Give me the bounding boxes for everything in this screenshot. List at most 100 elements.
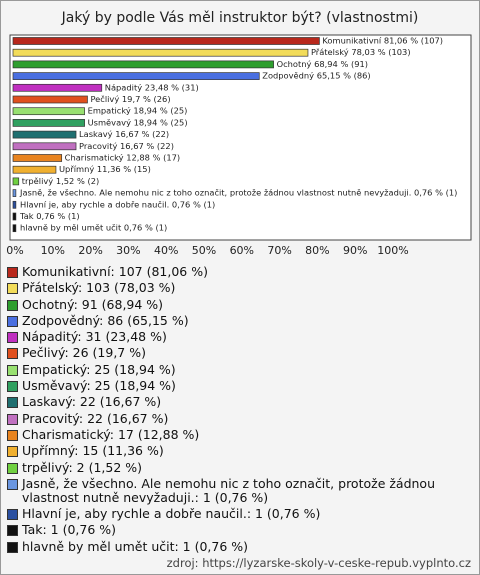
data-label: Ochotný 68,94 % (91) xyxy=(277,59,368,69)
plot-area xyxy=(9,34,472,241)
data-label: Pečlivý 19,7 % (26) xyxy=(90,94,170,104)
bar xyxy=(12,177,20,186)
data-label: Upřímný 11,36 % (15) xyxy=(59,164,151,174)
legend-swatch xyxy=(7,381,18,393)
data-label: Nápaditý 23,48 % (31) xyxy=(105,82,199,92)
bar xyxy=(12,165,57,174)
legend-swatch xyxy=(7,429,18,441)
legend-label: Nápaditý: 31 (23,48 %) xyxy=(22,329,167,345)
legend-item: Laskavý: 22 (16,67 %) xyxy=(7,395,472,409)
chart-title: Jaký by podle Vás měl instruktor být? (v… xyxy=(61,10,419,26)
bar xyxy=(12,72,260,80)
bar xyxy=(12,130,77,139)
bar xyxy=(12,95,88,104)
legend-swatch xyxy=(7,315,18,327)
legend-item: Pracovitý: 22 (16,67 %) xyxy=(7,410,472,426)
data-label: Jasně, že všechno. Ale nemohu nic z toho… xyxy=(19,188,457,198)
legend-swatch xyxy=(7,332,18,344)
x-tick-label: 50% xyxy=(192,244,216,257)
legend-label: Laskavý: 22 (16,67 %) xyxy=(22,394,162,410)
legend-swatch xyxy=(7,413,18,425)
data-label: Komunikativní 81,06 % (107) xyxy=(322,36,443,46)
legend-item: Zodpovědný: 86 (65,15 %) xyxy=(7,312,472,328)
bar xyxy=(12,142,77,151)
data-label: Laskavý 16,67 % (22) xyxy=(79,129,169,139)
bar xyxy=(12,154,63,162)
legend-label: Usměvavý: 25 (18,94 %) xyxy=(22,378,176,394)
bar xyxy=(12,48,309,57)
data-label: Zodpovědný 65,15 % (86) xyxy=(262,71,370,81)
legend-item: Ochotný: 91 (68,94 %) xyxy=(7,296,472,312)
legend-item: Charismatický: 17 (12,88 %) xyxy=(7,426,472,442)
legend-label: Ochotný: 91 (68,94 %) xyxy=(22,296,164,312)
bar xyxy=(12,83,103,92)
legend-item: Empatický: 25 (18,94 %) xyxy=(7,361,472,377)
bar xyxy=(12,119,85,127)
legend-swatch xyxy=(7,541,18,553)
x-tick-label: 70% xyxy=(267,244,291,257)
bar xyxy=(12,60,274,69)
bar xyxy=(12,224,17,233)
legend-swatch xyxy=(7,397,18,409)
x-tick-label: 40% xyxy=(154,244,178,257)
legend-swatch xyxy=(7,478,18,490)
legend-label: Hlavní je, aby rychle a dobře naučil.: 1… xyxy=(22,506,321,522)
legend-label: Tak: 1 (0,76 %) xyxy=(22,522,117,538)
bar xyxy=(12,189,17,197)
x-tick-label: 80% xyxy=(305,244,329,257)
legend-label: Charismatický: 17 (12,88 %) xyxy=(22,426,200,442)
legend-item: Přátelský: 103 (78,03 %) xyxy=(7,281,472,295)
legend-label: Zodpovědný: 86 (65,15 %) xyxy=(22,312,189,328)
data-label: Charismatický 12,88 % (17) xyxy=(65,153,180,163)
bar xyxy=(12,212,17,221)
legend-label: Upřímný: 15 (11,36 %) xyxy=(22,443,164,459)
legend-item: hlavně by měl umět učit: 1 (0,76 %) xyxy=(7,538,472,554)
data-label: hlavně by měl umět učit 0,76 % (1) xyxy=(20,223,167,233)
x-tick-label: 100% xyxy=(377,244,408,257)
bar xyxy=(12,37,320,45)
legend-label: Pracovitý: 22 (16,67 %) xyxy=(22,410,169,426)
chart: Jaký by podle Vás měl instruktor být? (v… xyxy=(6,10,472,257)
legend-item: trpělivý: 2 (1,52 %) xyxy=(7,459,472,475)
legend-item: Hlavní je, aby rychle a dobře naučil.: 1… xyxy=(7,507,472,521)
data-label: Hlavní je, aby rychle a dobře naučil. 0,… xyxy=(20,199,215,209)
x-tick-label: 0% xyxy=(6,244,23,257)
x-tick-label: 90% xyxy=(343,244,367,257)
legend-swatch xyxy=(7,267,18,278)
x-tick-label: 20% xyxy=(78,244,102,257)
legend-item: Nápaditý: 31 (23,48 %) xyxy=(7,330,472,344)
legend-item: Pečlivý: 26 (19,7 %) xyxy=(7,346,472,360)
legend-item: Tak: 1 (0,76 %) xyxy=(7,523,472,537)
bar xyxy=(12,200,17,209)
legend-swatch xyxy=(7,462,18,474)
legend: Komunikativní: 107 (81,06 %) Přátelský: 1… xyxy=(7,265,472,556)
legend-swatch xyxy=(7,283,18,295)
x-tick-label: 30% xyxy=(116,244,140,257)
legend-label: Komunikativní: 107 (81,06 %) xyxy=(22,264,208,279)
legend-item: Usměvavý: 25 (18,94 %) xyxy=(7,379,472,393)
legend-label: Přátelský: 103 (78,03 %) xyxy=(22,280,176,296)
legend-label: Empatický: 25 (18,94 %) xyxy=(22,361,176,377)
source: zdroj: https://lyzarske-skoly-v-ceske-re… xyxy=(166,556,471,570)
legend-swatch xyxy=(7,446,18,458)
legend-swatch xyxy=(7,348,18,360)
legend-item: Upřímný: 15 (11,36 %) xyxy=(7,444,472,458)
legend-item: Komunikativní: 107 (81,06 %) xyxy=(7,265,472,279)
legend-swatch xyxy=(7,509,18,521)
x-tick-label: 60% xyxy=(230,244,254,257)
x-tick-label: 10% xyxy=(41,244,65,257)
legend-swatch xyxy=(7,525,18,537)
data-label: Usměvavý 18,94 % (25) xyxy=(88,117,188,127)
legend-swatch xyxy=(7,299,18,311)
data-label: Tak 0,76 % (1) xyxy=(19,211,80,221)
data-label: Přátelský 78,03 % (103) xyxy=(311,47,411,57)
legend-label: hlavně by měl umět učit: 1 (0,76 %) xyxy=(22,538,249,554)
legend-item: Jasně, že všechno. Ale nemohu nic z toho… xyxy=(7,476,472,505)
data-label: trpělivý 1,52 % (2) xyxy=(22,176,100,186)
legend-label: Pečlivý: 26 (19,7 %) xyxy=(22,345,146,361)
legend-swatch xyxy=(7,364,18,376)
bar xyxy=(12,107,85,116)
legend-label: trpělivý: 2 (1,52 %) xyxy=(22,459,143,475)
data-label: Empatický 18,94 % (25) xyxy=(88,106,188,116)
